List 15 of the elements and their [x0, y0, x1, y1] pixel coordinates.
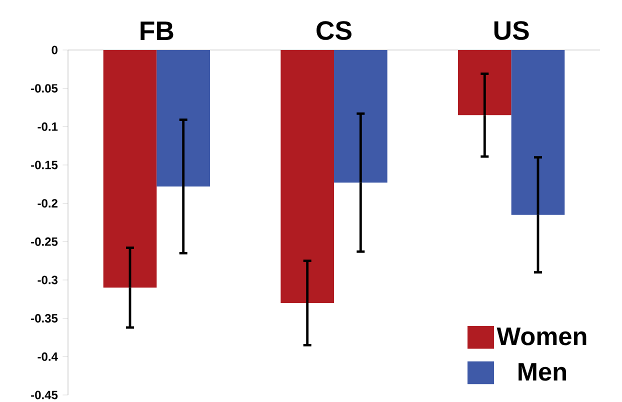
y-tick-label: -0.4 — [38, 352, 58, 361]
y-tick-label: -0.15 — [31, 160, 58, 170]
legend-label: Women — [496, 328, 586, 346]
y-tick-label: -0.35 — [31, 314, 58, 323]
y-tick-label: -0.2 — [38, 199, 58, 208]
y-tick-label: -0.3 — [38, 276, 58, 284]
y-tick-label: -0.05 — [31, 84, 58, 93]
y-tick-label: -0.45 — [31, 390, 58, 400]
x-tick-label: CS — [316, 21, 352, 40]
y-tick-label: -0.25 — [31, 237, 58, 246]
x-tick-label: FB — [140, 22, 174, 40]
y-tick-label: -0.1 — [38, 122, 58, 131]
x-tick-label: US — [494, 21, 529, 40]
legend-label: Men — [518, 363, 566, 381]
y-tick-label: 0 — [52, 46, 58, 54]
